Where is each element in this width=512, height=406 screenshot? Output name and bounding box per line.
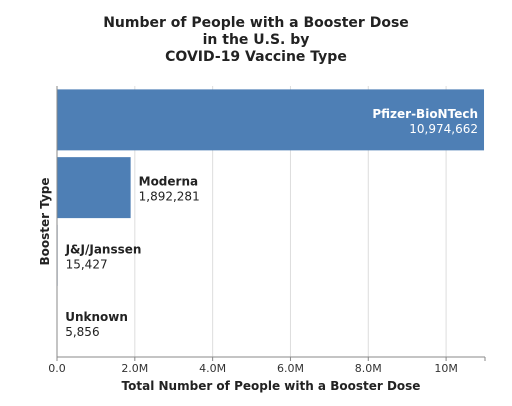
chart-title-line: in the U.S. by: [203, 32, 310, 48]
data-label: 15,427: [66, 257, 108, 271]
x-tick-label: 6.0M: [277, 362, 304, 375]
chart-title-line: Number of People with a Booster Dose: [103, 15, 409, 31]
bar: [57, 89, 485, 151]
y-axis-title: Booster Type: [38, 177, 52, 265]
x-tick-label: 2.0M: [121, 362, 148, 375]
x-tick-label: 4.0M: [199, 362, 226, 375]
x-tick-label: 8.0M: [355, 362, 382, 375]
data-label: 10,974,662: [409, 122, 478, 136]
data-label: 1,892,281: [139, 190, 200, 204]
x-axis-title: Total Number of People with a Booster Do…: [122, 379, 421, 393]
bar: [57, 157, 131, 219]
category-label: J&J/Janssen: [65, 242, 142, 256]
category-label: Unknown: [65, 310, 128, 324]
category-label: Moderna: [139, 175, 198, 189]
category-label: Pfizer-BioNTech: [372, 107, 478, 121]
x-tick-label: 0.0: [48, 362, 66, 375]
chart-title-line: COVID-19 Vaccine Type: [165, 49, 347, 65]
x-tick-label: 10M: [434, 362, 458, 375]
data-label: 5,856: [65, 325, 99, 339]
axes: 0.0 2.0M 4.0M 6.0M 8.0M 10M: [48, 86, 486, 375]
